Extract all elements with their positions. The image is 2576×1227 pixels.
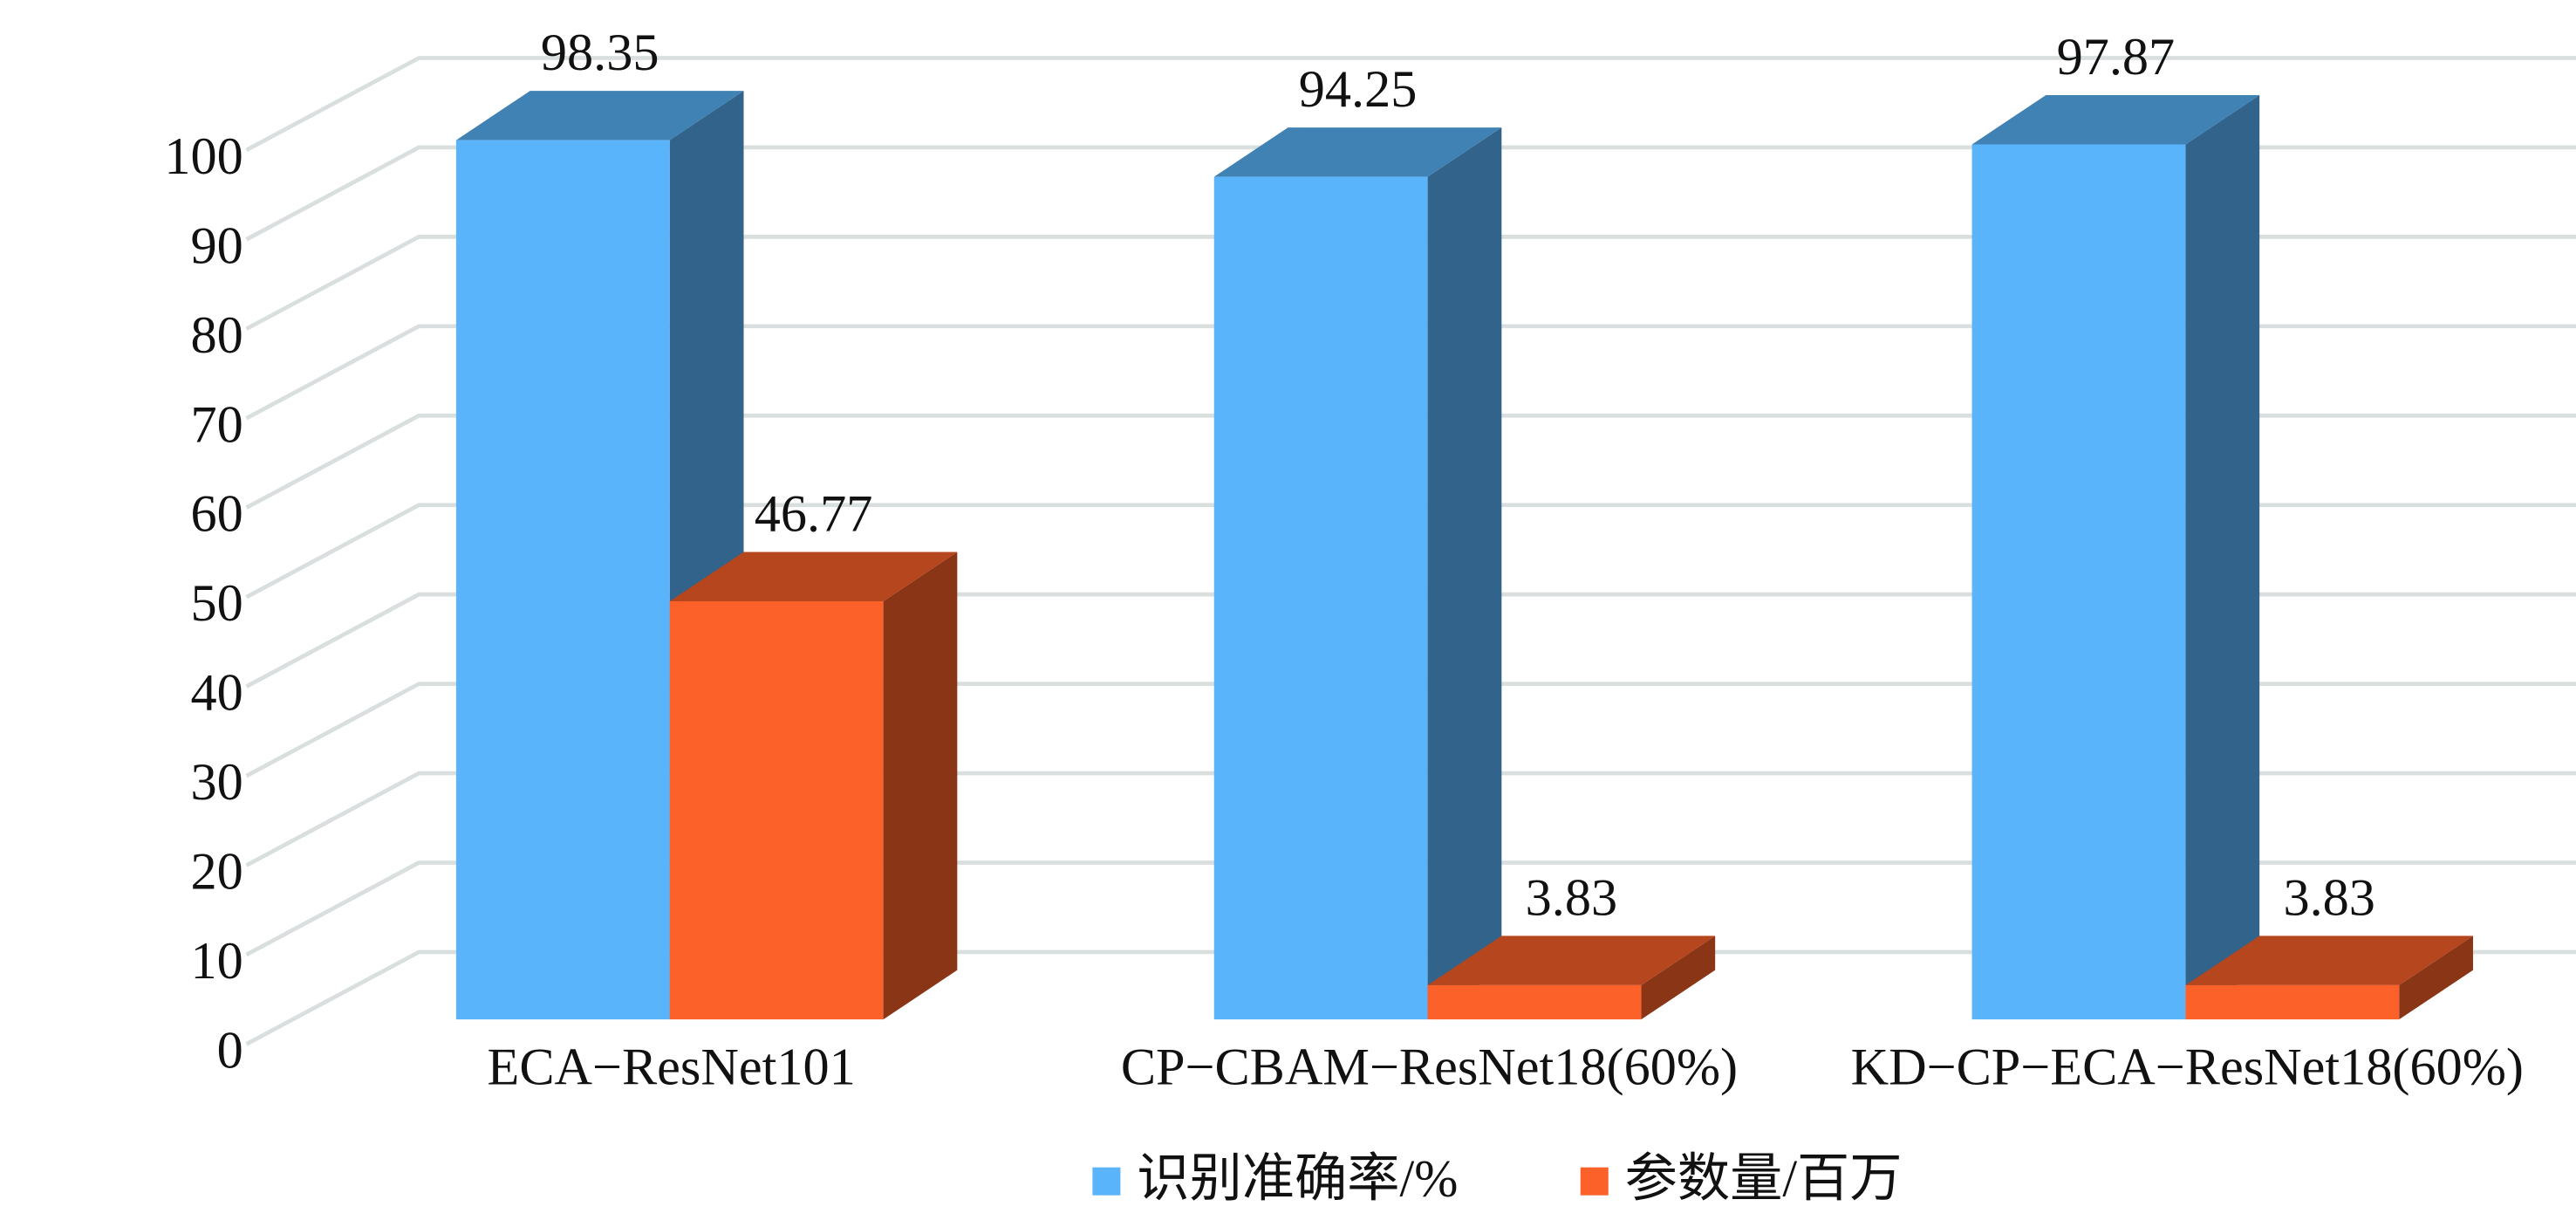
bar-face (1213, 176, 1428, 1020)
x-tick-label: KD−CP−ECA−ResNet18(60%) (1851, 1038, 2524, 1096)
y-tick-label: 10 (190, 932, 243, 991)
legend-swatch (1580, 1167, 1609, 1196)
y-tick-label: 40 (190, 664, 243, 723)
y-tick-label: 20 (190, 843, 243, 901)
grid-line (245, 771, 2576, 867)
bar-face (455, 91, 744, 141)
bar-face (1641, 936, 1716, 1020)
grid-line (245, 503, 2576, 600)
bar-face (1427, 127, 1502, 1020)
y-tick-label: 30 (190, 753, 243, 812)
y-tick-label: 100 (164, 127, 243, 186)
legend-swatch (1092, 1167, 1121, 1196)
value-label: 98.35 (541, 24, 659, 82)
y-tick-label: 70 (190, 395, 243, 454)
bar-face (669, 552, 958, 602)
y-tick-label: 0 (217, 1021, 243, 1080)
bar (1971, 94, 2260, 1020)
grid-line (245, 949, 2576, 1046)
bar (1427, 936, 1716, 1020)
bar (1213, 127, 1502, 1020)
x-tick-label: ECA−ResNet101 (488, 1038, 856, 1096)
bar-face (883, 552, 958, 1020)
bar-face (1213, 127, 1502, 177)
bar-face (2185, 94, 2260, 1020)
bar-face (1971, 144, 2186, 1020)
bar-face (2185, 936, 2473, 985)
bar-face (1427, 936, 1716, 985)
value-label: 3.83 (2283, 869, 2374, 928)
bar (669, 552, 958, 1020)
y-tick-label: 90 (190, 216, 243, 275)
y-tick-label: 80 (190, 306, 243, 365)
grid-line (245, 860, 2576, 957)
grid-line (245, 324, 2576, 421)
bar-face (2185, 984, 2400, 1020)
bar-face (669, 601, 884, 1020)
bar (2185, 936, 2473, 1020)
grid-line (245, 56, 2576, 152)
grid-line (245, 682, 2576, 778)
value-label: 94.25 (1299, 60, 1418, 119)
bar-face (1971, 94, 2260, 145)
y-tick-label: 60 (190, 485, 243, 544)
value-label: 97.87 (2057, 28, 2176, 86)
value-label: 46.77 (755, 485, 873, 544)
bar-face (2399, 936, 2473, 1020)
grid-line (245, 592, 2576, 689)
grid-line (245, 145, 2576, 242)
grid-line (245, 234, 2576, 331)
y-tick-label: 50 (190, 574, 243, 633)
bar-face (455, 140, 670, 1020)
grid-line (245, 413, 2576, 510)
value-label: 3.83 (1526, 869, 1617, 928)
legend-label: 识别准确率/% (1137, 1149, 1458, 1208)
x-tick-label: CP−CBAM−ResNet18(60%) (1121, 1038, 1738, 1096)
legend-label: 参数量/百万 (1625, 1149, 1903, 1208)
bar-face (1427, 984, 1642, 1020)
